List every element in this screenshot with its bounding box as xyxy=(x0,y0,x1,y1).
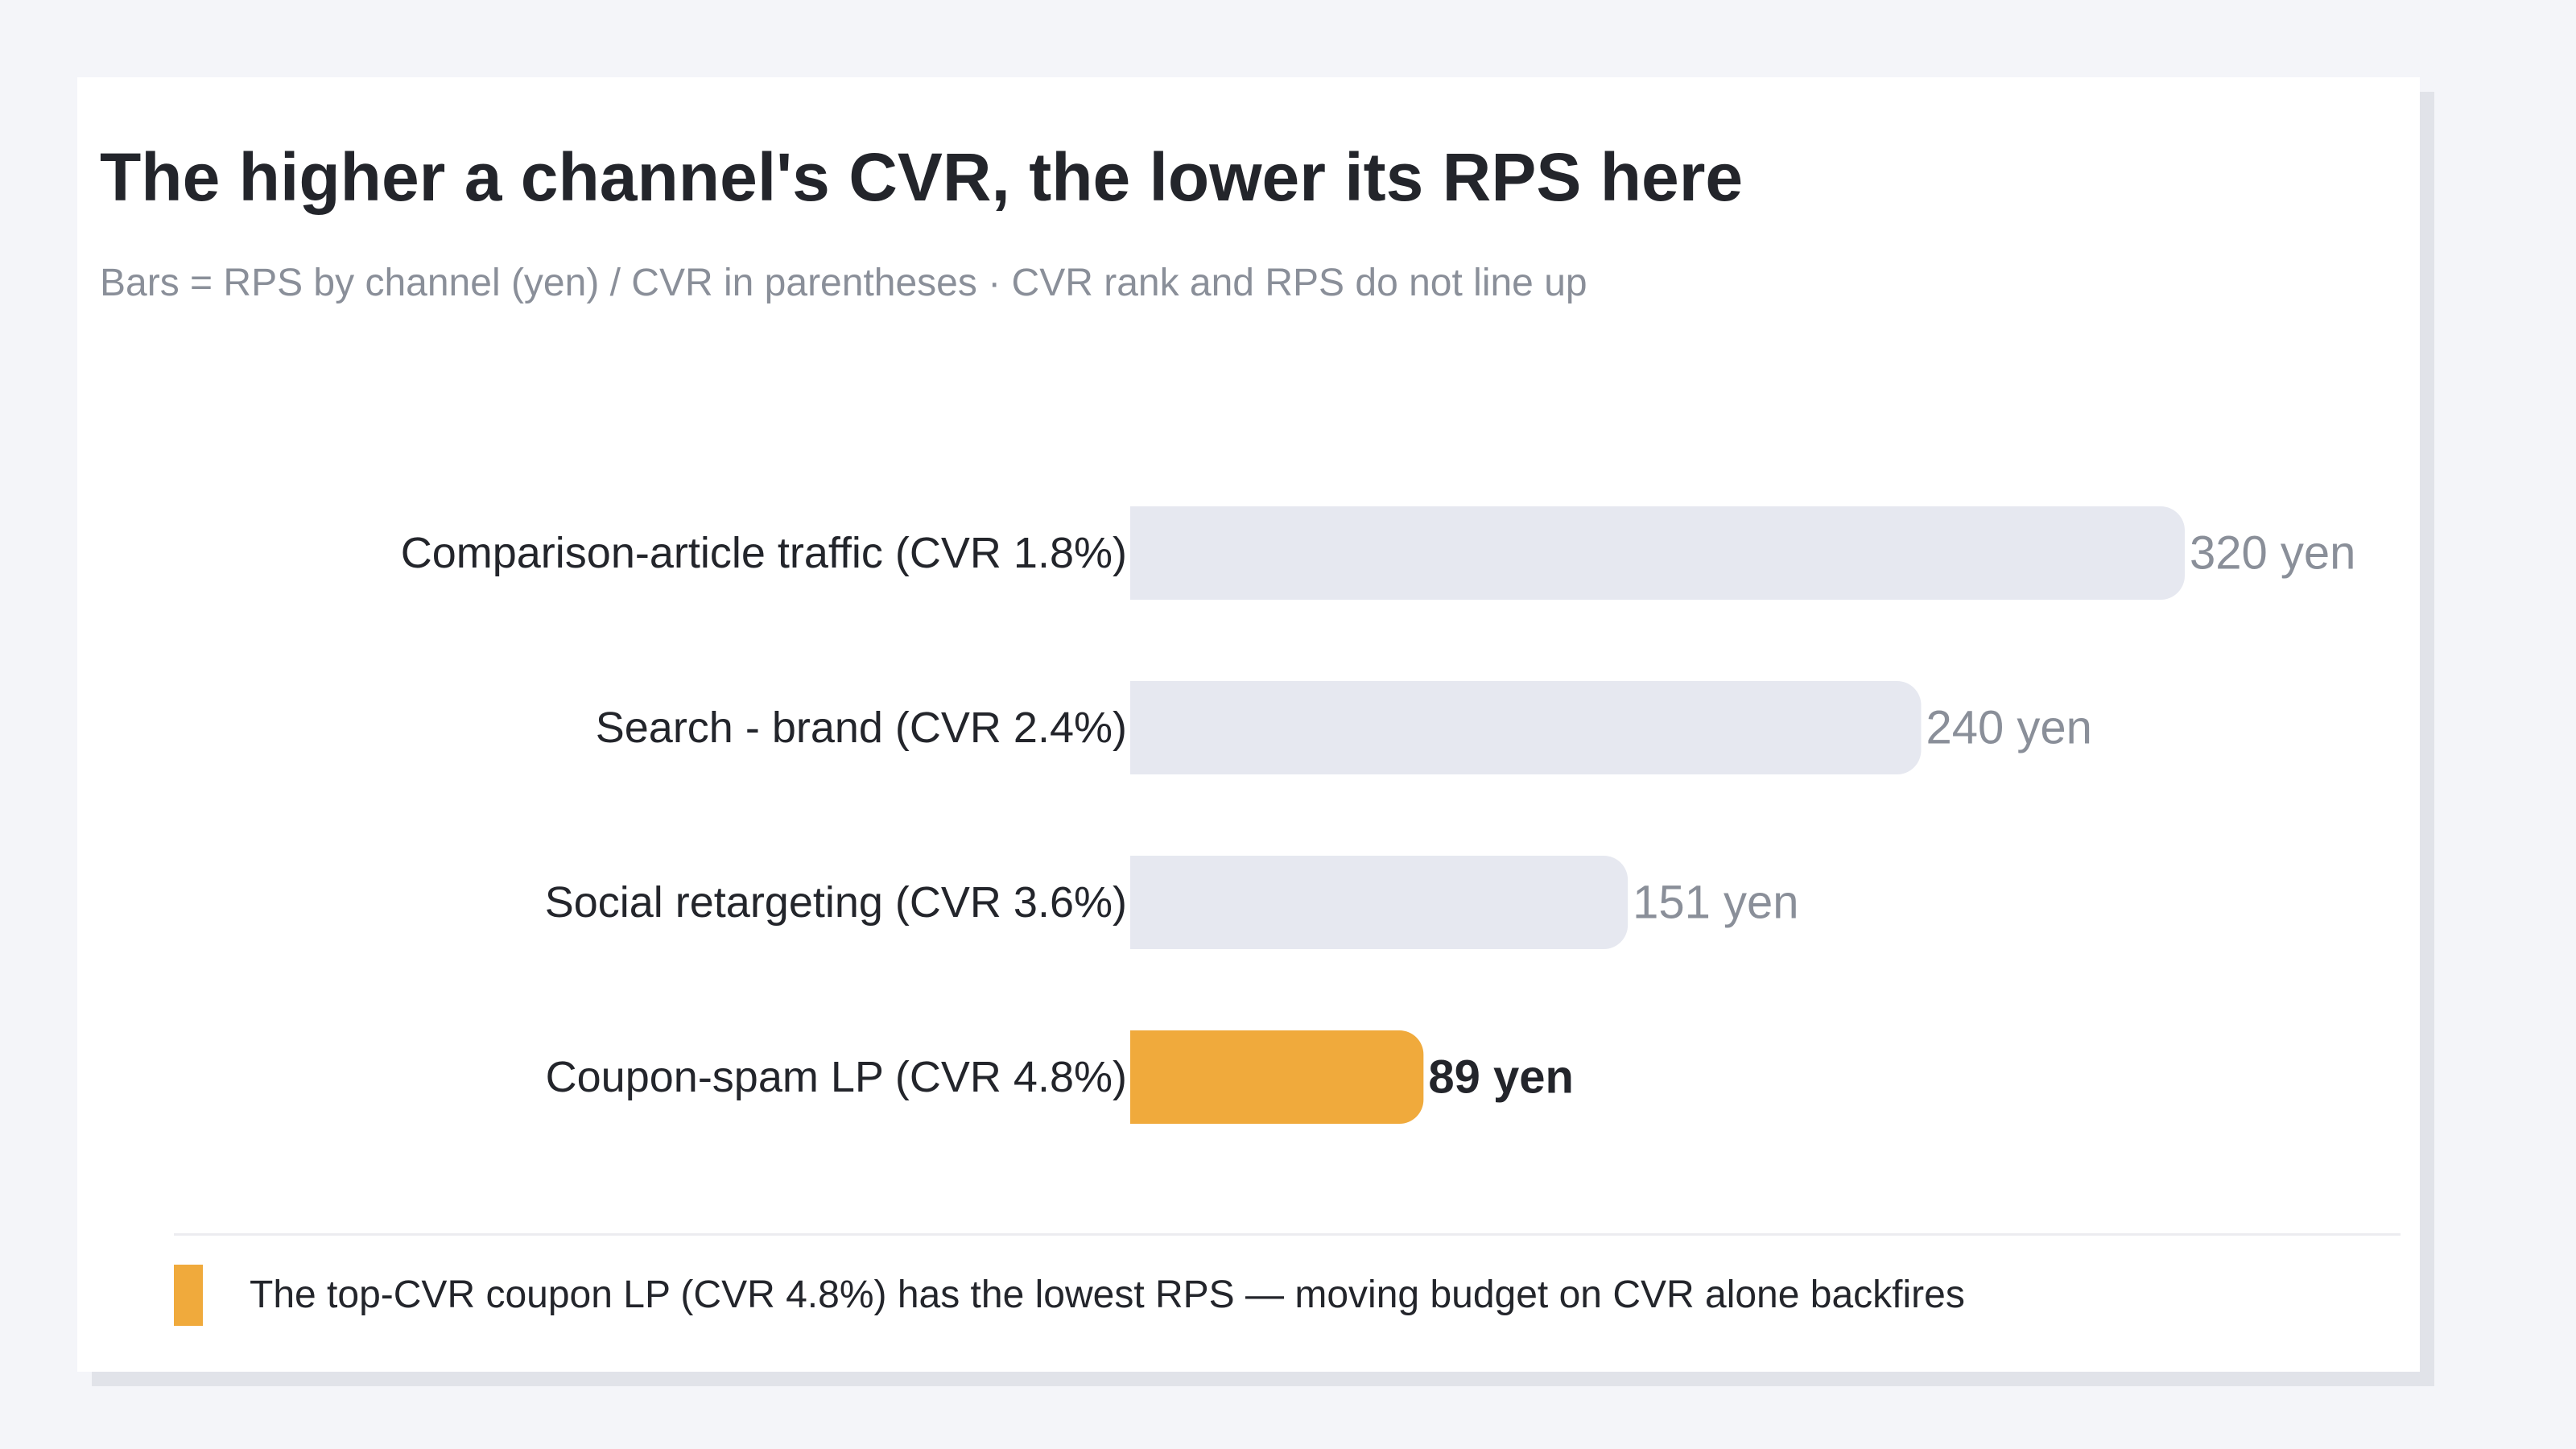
category-label: Social retargeting (CVR 3.6%) xyxy=(545,878,1127,927)
bar-highlight xyxy=(1130,1030,1424,1124)
bar xyxy=(1130,506,2185,600)
category-label: Coupon-spam LP (CVR 4.8%) xyxy=(546,1053,1127,1101)
category-label: Comparison-article traffic (CVR 1.8%) xyxy=(401,529,1127,577)
chart-title: The higher a channel's CVR, the lower it… xyxy=(100,139,1744,215)
value-label: 151 yen xyxy=(1633,877,1798,929)
chart-subtitle: Bars = RPS by channel (yen) / CVR in par… xyxy=(100,262,1587,304)
legend-note: The top-CVR coupon LP (CVR 4.8%) has the… xyxy=(250,1274,1965,1316)
category-label: Search - brand (CVR 2.4%) xyxy=(596,704,1127,752)
bar xyxy=(1130,856,1629,949)
value-label: 320 yen xyxy=(2190,527,2355,580)
value-label: 89 yen xyxy=(1428,1051,1574,1104)
legend-divider xyxy=(174,1233,2401,1236)
bar xyxy=(1130,681,1922,774)
legend-swatch xyxy=(174,1265,203,1326)
value-label: 240 yen xyxy=(1926,702,2092,754)
